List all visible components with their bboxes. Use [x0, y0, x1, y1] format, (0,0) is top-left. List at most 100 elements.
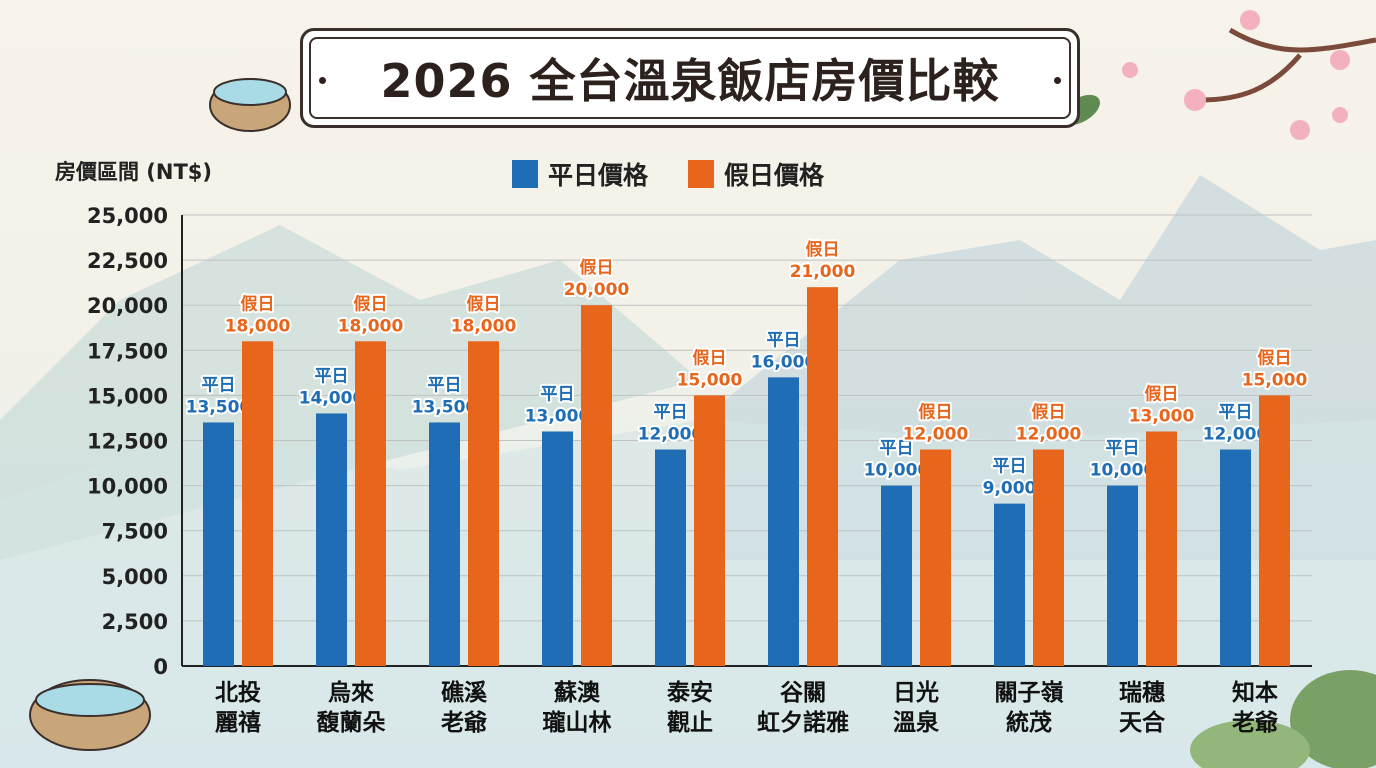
- data-label-type: 假日: [467, 293, 501, 314]
- x-tick-label: 瓏山林: [543, 709, 612, 736]
- data-label-type: 假日: [354, 293, 388, 314]
- data-label-value: 15,000: [677, 370, 743, 390]
- x-tick-label: 蘇澳: [553, 680, 601, 706]
- data-label-type: 平日: [202, 375, 236, 395]
- data-label-value: 12,000: [1016, 425, 1082, 445]
- x-tick-label: 溫泉: [893, 709, 940, 736]
- y-tick-label: 2,500: [102, 610, 168, 634]
- x-tick-label: 老爺: [440, 709, 488, 736]
- data-label-type: 平日: [1106, 439, 1140, 459]
- x-tick-label: 礁溪: [441, 679, 488, 706]
- legend-label-weekend: 假日價格: [724, 161, 825, 190]
- y-tick-label: 0: [153, 655, 168, 679]
- y-axis-label: 房價區間 (NT$): [55, 160, 213, 184]
- bar-weekend: [355, 341, 386, 666]
- data-label-value: 10,000: [864, 461, 930, 481]
- data-label-value: 13,000: [525, 406, 591, 426]
- bar-weekday: [994, 503, 1025, 666]
- bar-weekday: [203, 422, 234, 666]
- legend-swatch-weekend: [688, 160, 715, 188]
- bar-weekend: [1033, 449, 1064, 666]
- data-label-type: 平日: [1219, 403, 1253, 423]
- data-label-value: 13,500: [186, 397, 252, 417]
- legend-item-weekday: 平日價格: [512, 156, 648, 192]
- y-tick-label: 15,000: [87, 384, 168, 408]
- bar-weekend: [920, 449, 951, 666]
- x-tick-label: 北投: [215, 680, 261, 706]
- x-tick-label: 馥蘭朵: [317, 709, 386, 736]
- x-tick-label: 統茂: [1006, 709, 1052, 736]
- data-label-type: 假日: [693, 347, 727, 368]
- y-tick-label: 17,500: [87, 339, 168, 363]
- data-label-value: 18,000: [451, 316, 517, 336]
- x-tick-label: 觀止: [667, 710, 713, 736]
- data-label-value: 20,000: [564, 280, 630, 300]
- data-label-type: 平日: [541, 384, 575, 404]
- data-label-value: 15,000: [1242, 370, 1308, 390]
- bar-weekday: [1220, 449, 1251, 666]
- x-tick-label: 泰安: [666, 679, 713, 706]
- y-tick-label: 12,500: [87, 430, 168, 454]
- data-label-type: 假日: [919, 402, 953, 423]
- data-label-value: 14,000: [299, 388, 365, 408]
- x-tick-label: 老爺: [1231, 709, 1279, 736]
- data-label-type: 平日: [428, 375, 462, 395]
- legend-item-weekend: 假日價格: [688, 156, 824, 192]
- x-tick-label: 谷關: [780, 680, 826, 706]
- data-label-value: 13,500: [412, 397, 478, 417]
- legend: 平日價格 假日價格: [512, 156, 824, 192]
- y-tick-label: 10,000: [87, 475, 168, 499]
- cherry-blossom-branch: [1122, 10, 1376, 140]
- bar-weekday: [881, 485, 912, 666]
- y-tick-label: 5,000: [102, 565, 168, 589]
- x-tick-label: 關子嶺: [995, 680, 1064, 706]
- legend-label-weekday: 平日價格: [548, 161, 649, 190]
- data-label-type: 平日: [880, 439, 914, 459]
- data-label-value: 13,000: [1129, 406, 1195, 426]
- bar-weekend: [581, 305, 612, 666]
- data-label-type: 假日: [580, 257, 614, 278]
- hot-spring-tub-icon: [29, 78, 291, 751]
- x-tick-label: 瑞穗: [1119, 680, 1165, 706]
- title-banner: 2026 全台溫泉飯店房價比較: [300, 28, 1080, 128]
- data-label-type: 平日: [993, 457, 1027, 477]
- bar-weekday: [542, 431, 573, 666]
- data-label-value: 10,000: [1090, 461, 1156, 481]
- chart-title: 2026 全台溫泉飯店房價比較: [380, 54, 1000, 108]
- bar-weekend: [694, 395, 725, 666]
- bar-weekday: [429, 422, 460, 666]
- data-label-value: 12,000: [638, 425, 704, 445]
- data-label-value: 9,000: [983, 479, 1037, 499]
- bar-weekend: [468, 341, 499, 666]
- x-tick-label: 知本: [1232, 679, 1278, 706]
- data-label-value: 21,000: [790, 262, 856, 282]
- y-tick-label: 22,500: [87, 249, 168, 273]
- data-label-type: 假日: [241, 293, 275, 314]
- data-label-value: 12,000: [903, 425, 969, 445]
- y-tick-label: 20,000: [87, 294, 168, 318]
- bar-weekend: [242, 341, 273, 666]
- legend-swatch-weekday: [512, 160, 538, 188]
- bar-weekend: [1146, 431, 1177, 666]
- bar-weekend: [1259, 395, 1290, 666]
- decor-dot: [319, 77, 326, 84]
- data-label-value: 18,000: [338, 316, 404, 336]
- y-tick-label: 25,000: [87, 204, 168, 228]
- x-tick-label: 天合: [1119, 709, 1166, 736]
- data-label-value: 16,000: [751, 352, 817, 372]
- data-label-type: 假日: [1258, 347, 1292, 368]
- bar-weekend: [807, 287, 838, 666]
- data-label-value: 12,000: [1203, 425, 1269, 445]
- x-tick-label: 日光: [893, 680, 939, 706]
- data-label-type: 平日: [315, 366, 349, 386]
- data-label-type: 平日: [654, 403, 688, 423]
- bar-weekday: [655, 449, 686, 666]
- x-tick-label: 麗禧: [215, 710, 261, 736]
- x-tick-label: 烏來: [328, 679, 374, 706]
- data-label-type: 假日: [806, 239, 840, 260]
- data-label-value: 18,000: [225, 316, 291, 336]
- bar-weekday: [1107, 485, 1138, 666]
- bar-weekday: [768, 377, 799, 666]
- data-label-type: 假日: [1032, 402, 1066, 423]
